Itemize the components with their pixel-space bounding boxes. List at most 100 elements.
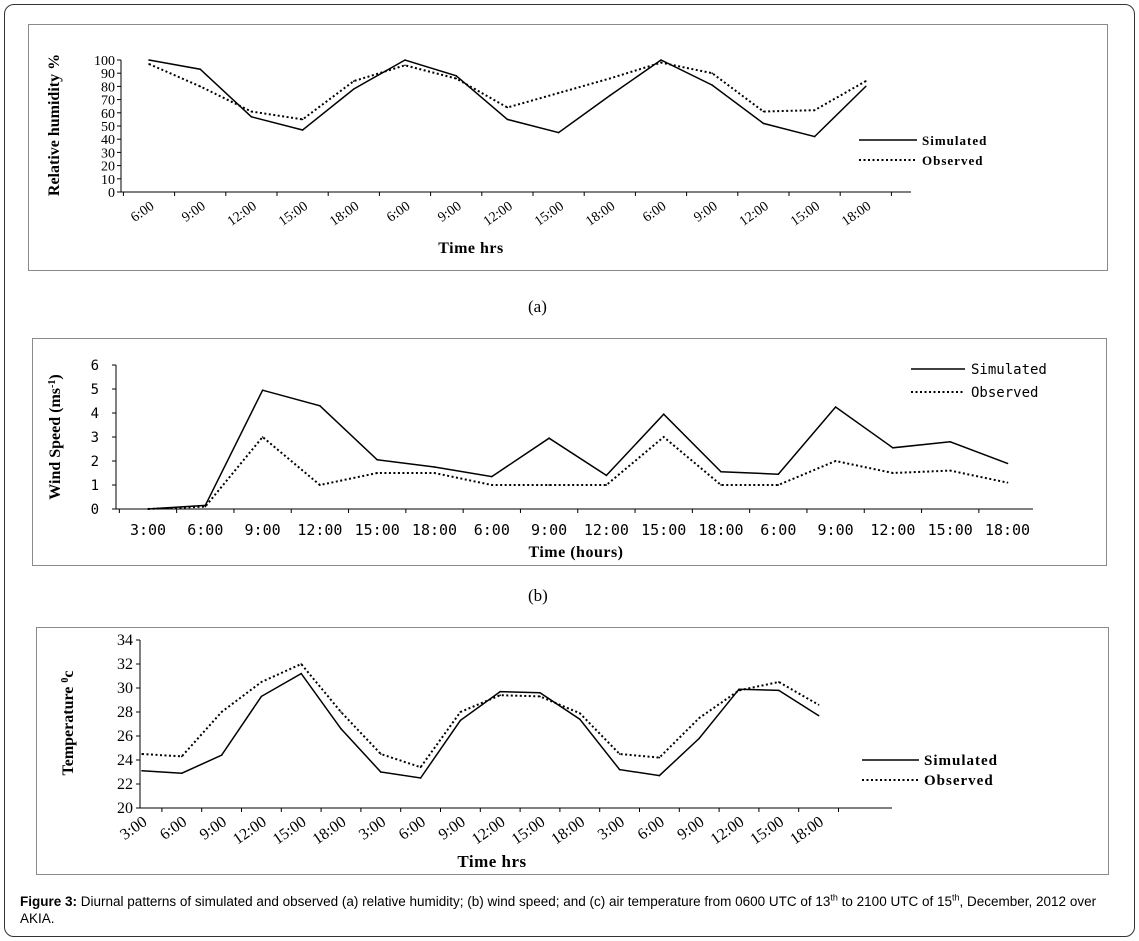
- data-point-observed: [301, 118, 304, 121]
- y-tick-label: 5: [91, 382, 99, 398]
- data-point-simulated: [711, 84, 713, 86]
- caption-text-1: Diurnal patterns of simulated and observ…: [80, 894, 831, 909]
- x-axis-title: Time hrs: [438, 240, 503, 257]
- legend-label-observed: Observed: [971, 385, 1038, 401]
- data-point-simulated: [404, 59, 406, 61]
- data-point-observed: [353, 80, 355, 82]
- x-tick-label: 9:00: [674, 813, 707, 843]
- y-axis-title-end: ): [47, 374, 64, 379]
- caption-label: Figure 3:: [20, 894, 78, 909]
- data-point-simulated: [605, 474, 608, 477]
- x-tick-label: 6:00: [474, 521, 510, 539]
- series-line-observed: [141, 662, 820, 769]
- x-tick-label: 15:00: [509, 813, 549, 848]
- data-point-simulated: [609, 94, 611, 97]
- x-tick-label: 6:00: [384, 199, 413, 226]
- x-tick-label: 6:00: [157, 813, 190, 843]
- y-tick-label: 50: [101, 120, 115, 135]
- data-point-simulated: [777, 473, 780, 475]
- x-tick-label: 9:00: [531, 521, 567, 539]
- data-point-observed: [1006, 481, 1009, 484]
- data-point-simulated: [459, 719, 462, 722]
- data-point-simulated: [817, 714, 820, 717]
- x-tick-label: 18:00: [839, 199, 874, 230]
- y-tick-label: 1: [91, 478, 99, 494]
- data-point-simulated: [1006, 462, 1009, 465]
- y-axis-title-text: Temperature: [60, 683, 77, 776]
- x-tick-label: 18:00: [698, 521, 743, 539]
- x-tick-label: 15:00: [928, 521, 973, 539]
- data-point-observed: [455, 77, 458, 80]
- x-tick-label: 12:00: [584, 521, 629, 539]
- data-point-simulated: [949, 441, 951, 443]
- data-point-simulated: [181, 772, 183, 774]
- legend-label-simulated: Simulated: [922, 133, 987, 148]
- data-point-observed: [738, 689, 740, 692]
- data-point-simulated: [141, 770, 143, 772]
- x-tick-label: 3:00: [356, 813, 389, 843]
- data-point-observed: [199, 85, 201, 88]
- data-point-observed: [865, 80, 867, 82]
- data-point-observed: [720, 484, 722, 486]
- y-tick-label: 0: [108, 186, 115, 201]
- y-tick-label: 90: [101, 67, 115, 82]
- data-point-observed: [698, 717, 700, 719]
- data-point-simulated: [220, 754, 223, 756]
- y-axis-title: Temperature 0c: [60, 671, 78, 776]
- data-point-simulated: [506, 118, 509, 121]
- x-tick-label: 3:00: [595, 813, 628, 843]
- y-tick-label: 24: [117, 752, 133, 769]
- data-point-observed: [499, 694, 502, 696]
- x-tick-label: 6:00: [640, 199, 669, 226]
- x-tick-label: 18:00: [548, 813, 588, 848]
- series-line-simulated: [147, 389, 1008, 510]
- data-point-simulated: [865, 85, 867, 88]
- data-point-simulated: [380, 771, 382, 773]
- y-tick-label: 80: [101, 80, 115, 95]
- data-point-observed: [319, 484, 321, 486]
- data-point-simulated: [433, 466, 436, 468]
- legend-label-observed: Observed: [922, 153, 983, 168]
- y-tick-label: 10: [101, 173, 115, 188]
- data-point-simulated: [353, 88, 355, 90]
- series-line-simulated: [141, 672, 820, 779]
- data-point-observed: [250, 110, 253, 113]
- x-tick-label: 18:00: [985, 521, 1030, 539]
- data-point-observed: [658, 756, 661, 759]
- data-point-observed: [778, 681, 780, 683]
- y-axis-title-sup: -1: [47, 380, 58, 388]
- y-axis-title: Wind Speed (ms-1): [47, 374, 65, 499]
- y-tick-label: 30: [101, 146, 115, 161]
- data-point-observed: [260, 681, 263, 683]
- x-tick-label: 18:00: [412, 521, 457, 539]
- x-tick-label: 12:00: [225, 199, 260, 230]
- data-point-simulated: [834, 406, 837, 408]
- x-tick-label: 15:00: [747, 813, 787, 848]
- x-tick-label: 18:00: [310, 813, 350, 848]
- data-point-observed: [419, 766, 422, 768]
- figure-frame: [4, 4, 1135, 937]
- x-tick-label: 15:00: [355, 521, 400, 539]
- data-point-observed: [834, 460, 837, 462]
- y-tick-label: 32: [117, 656, 133, 673]
- series-line-observed: [148, 61, 867, 121]
- y-tick-label: 6: [91, 358, 99, 374]
- data-point-observed: [762, 110, 765, 113]
- data-point-simulated: [579, 718, 581, 720]
- x-tick-label: 18:00: [787, 813, 827, 848]
- data-point-observed: [618, 753, 621, 755]
- y-axis-title-text: Wind Speed (ms: [47, 388, 64, 500]
- y-tick-label: 4: [91, 406, 99, 422]
- data-point-observed: [459, 711, 462, 713]
- x-axis-title: Time (hours): [528, 544, 623, 561]
- data-point-observed: [579, 712, 581, 714]
- data-point-simulated: [491, 475, 493, 478]
- data-point-observed: [220, 711, 223, 713]
- data-point-observed: [777, 484, 780, 486]
- data-point-simulated: [300, 672, 303, 675]
- y-tick-label: 60: [101, 107, 115, 122]
- data-point-simulated: [892, 447, 894, 449]
- x-tick-label: 12:00: [230, 813, 270, 848]
- data-point-simulated: [250, 116, 253, 118]
- x-tick-label: 3:00: [117, 813, 150, 843]
